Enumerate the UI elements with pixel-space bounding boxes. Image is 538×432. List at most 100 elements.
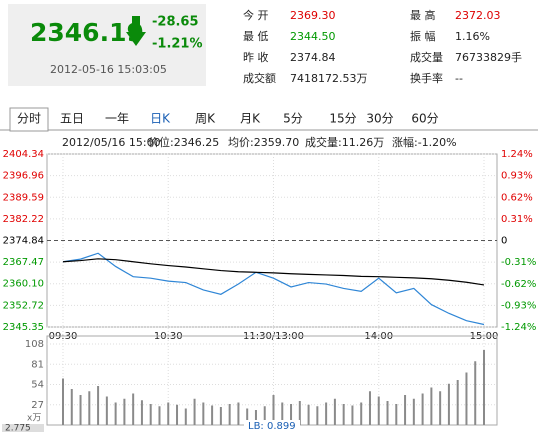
volume-bar <box>351 405 354 425</box>
volume-bar <box>228 404 231 425</box>
tab[interactable]: 月K <box>240 112 261 126</box>
field-value: 76733829手 <box>455 50 522 64</box>
volume-bar <box>272 395 275 425</box>
y2-tick-label: 0.93% <box>501 171 533 182</box>
volume-bar <box>421 393 424 425</box>
price-line <box>62 258 485 286</box>
volume-bar <box>474 361 477 425</box>
info-text: 价位:2346.25 <box>148 135 219 149</box>
unit-label: x万 <box>27 414 41 424</box>
field-value: -- <box>455 72 463 85</box>
tab-active <box>9 107 49 132</box>
tab[interactable]: 周K <box>195 112 216 126</box>
info-text: 成交量:11.26万 <box>305 135 384 149</box>
volume-bar <box>70 389 73 425</box>
y-tick-label: 2367.47 <box>3 257 44 268</box>
field-label: 成交额 <box>243 71 276 85</box>
volume-bar <box>290 404 293 425</box>
volume-bar <box>281 402 284 425</box>
volume-bar <box>202 402 205 425</box>
volume-bar <box>483 350 485 425</box>
field-label: 最 高 <box>410 8 436 22</box>
volume-bar <box>342 404 345 425</box>
y-tick-label: 2352.72 <box>3 300 44 311</box>
lb-label: LB: 0.899 <box>248 421 296 432</box>
volume-bar <box>254 410 257 425</box>
y-tick-label: 108 <box>25 339 44 350</box>
volume-bar <box>62 378 64 425</box>
volume-bar <box>386 401 389 425</box>
volume-bar <box>430 387 433 425</box>
volume-bar <box>412 398 415 425</box>
quote-panel <box>8 4 206 86</box>
field-label: 振 幅 <box>410 29 436 43</box>
y2-tick-label: 0.31% <box>501 214 533 225</box>
y-tick-label: 2396.96 <box>3 171 44 182</box>
volume-bar <box>88 391 91 425</box>
volume-bar <box>167 402 170 425</box>
tab[interactable]: 5分 <box>283 112 303 126</box>
field-value: 2374.84 <box>290 51 336 64</box>
y-tick-label: 2389.59 <box>3 192 44 203</box>
field-label: 今 开 <box>243 8 269 22</box>
volume-bar <box>219 407 222 425</box>
volume-bar <box>404 395 407 425</box>
info-text: 均价:2359.70 <box>228 136 299 149</box>
volume-bar <box>377 396 380 425</box>
field-value: 7418172.53万 <box>290 72 367 85</box>
lb-bg <box>244 420 300 432</box>
volume-bar <box>263 406 266 425</box>
y2-tick-label: 0.62% <box>501 192 533 203</box>
tab[interactable]: 30分 <box>366 112 393 126</box>
bottom-label: 2.775 <box>5 424 31 432</box>
datetime: 2012-05-16 15:03:05 <box>50 63 167 76</box>
volume-bar <box>360 402 363 425</box>
y-tick-label: 2404.34 <box>3 149 44 160</box>
y-tick-label: 2374.84 <box>3 236 44 247</box>
volume-bar <box>149 404 152 425</box>
change-pct: -1.21% <box>152 37 203 52</box>
volume-bar <box>246 408 249 425</box>
tab[interactable]: 15分 <box>329 112 356 126</box>
volume-bar <box>140 400 143 425</box>
volume-bar <box>97 386 100 425</box>
volume-bar <box>114 402 117 425</box>
y-tick-label: 2360.10 <box>3 279 44 290</box>
volume-bar <box>193 398 196 425</box>
y2-tick-label: 1.24% <box>501 149 533 160</box>
y2-tick-label: -0.31% <box>501 257 536 268</box>
tab[interactable]: 五日 <box>60 112 84 126</box>
volume-bar <box>176 404 179 425</box>
info-text: 涨幅:-1.20% <box>392 136 457 149</box>
tab[interactable]: 分时 <box>17 112 41 126</box>
y2-tick-label: -0.93% <box>501 300 536 311</box>
down-arrow <box>126 16 146 46</box>
volume-bar <box>368 391 371 425</box>
tab[interactable]: 60分 <box>411 112 438 126</box>
volume-bar <box>307 404 310 425</box>
field-label: 换手率 <box>410 71 443 85</box>
price: 2346.19 <box>30 18 144 47</box>
y2-tick-label: -1.24% <box>501 322 536 333</box>
y-tick-label: 27 <box>31 400 44 411</box>
volume-bar <box>447 383 450 425</box>
bottom-label-bg <box>2 424 44 432</box>
volume-bar <box>123 398 126 425</box>
y2-tick-label: -0.62% <box>501 279 536 290</box>
volume-bar <box>325 402 328 425</box>
volume-bar <box>237 402 240 425</box>
tab[interactable]: 一年 <box>105 112 129 126</box>
volume-bar <box>105 396 108 425</box>
volume-frame <box>46 335 498 426</box>
field-value: 2344.50 <box>290 30 336 43</box>
y-tick-label: 54 <box>31 380 44 391</box>
tab[interactable]: 日K <box>150 112 171 126</box>
volume-bar <box>333 398 336 425</box>
volume-bar <box>465 372 468 425</box>
volume-bar <box>456 380 459 425</box>
y-tick-label: 2382.22 <box>3 214 44 225</box>
field-label: 成交量 <box>410 50 443 64</box>
volume-bar <box>298 401 301 425</box>
volume-bar <box>316 406 319 425</box>
